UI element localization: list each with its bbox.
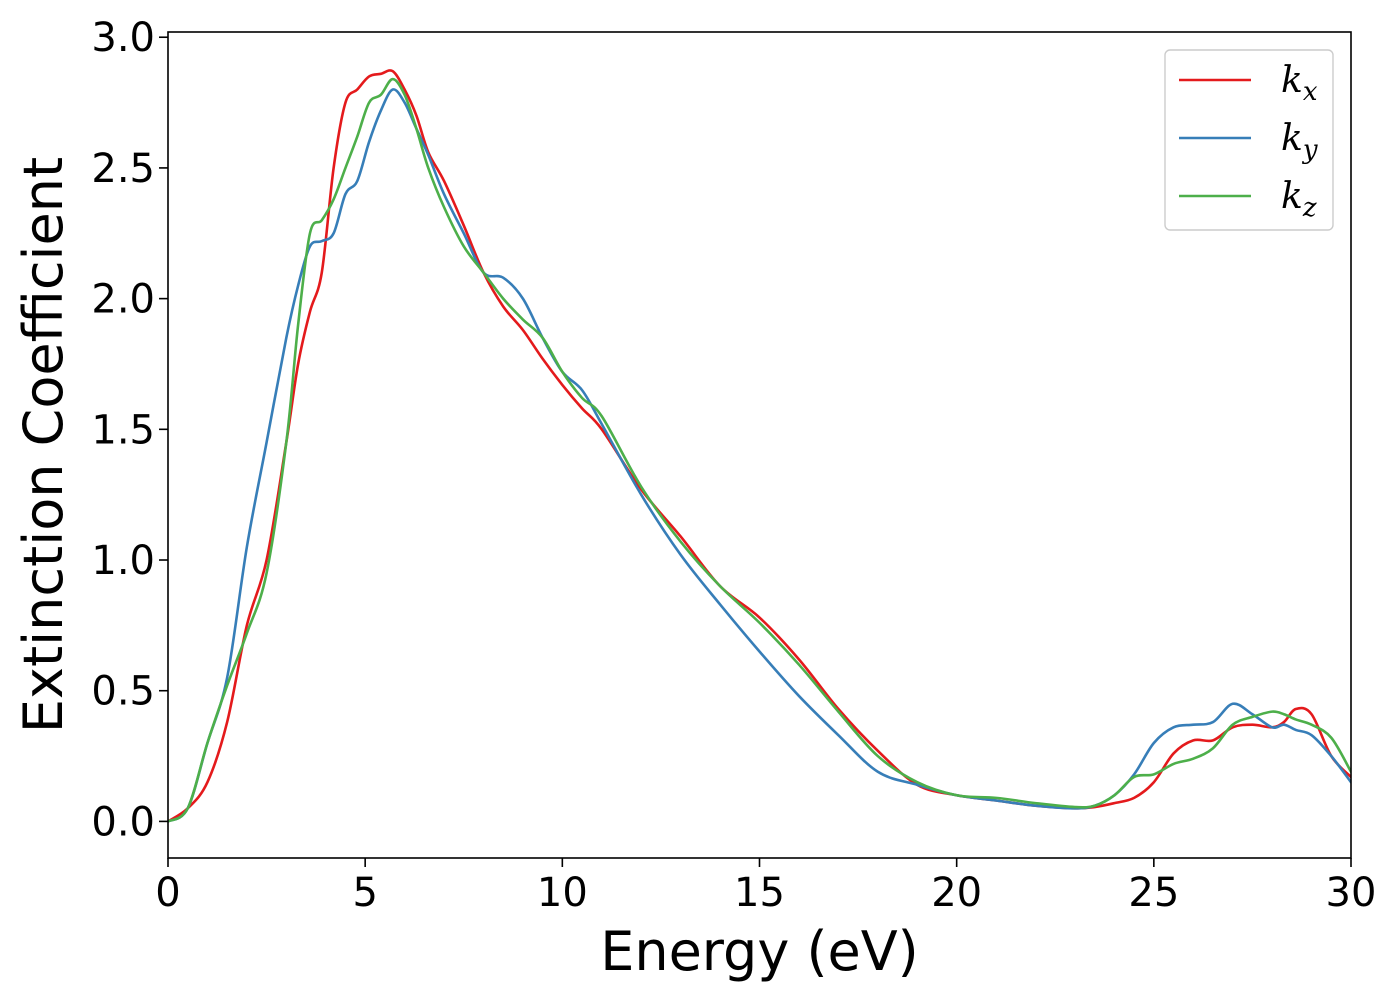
legend-label-ky: ky bbox=[1281, 118, 1318, 165]
y-axis-ticks: 0.0 0.5 1.0 1.5 2.0 2.5 3.0 bbox=[91, 15, 168, 845]
y-tick-label: 3.0 bbox=[91, 15, 155, 61]
x-tick-label: 25 bbox=[1128, 870, 1179, 916]
x-axis-label: Energy (eV) bbox=[600, 920, 919, 983]
y-tick-label: 1.0 bbox=[91, 538, 155, 584]
x-tick-label: 30 bbox=[1326, 870, 1377, 916]
series-line-kx bbox=[168, 69, 1351, 823]
x-axis-ticks: 0 5 10 15 20 25 30 bbox=[155, 858, 1376, 916]
y-tick-label: 2.0 bbox=[91, 277, 155, 323]
legend-label-kz: kz bbox=[1281, 176, 1317, 223]
x-tick-label: 5 bbox=[352, 870, 377, 916]
legend: kx ky kz bbox=[1164, 49, 1334, 231]
x-tick-label: 10 bbox=[537, 870, 588, 916]
y-tick-label: 0.0 bbox=[91, 799, 155, 845]
x-tick-label: 0 bbox=[155, 870, 180, 916]
y-tick-label: 2.5 bbox=[91, 146, 155, 192]
series-line-kz bbox=[168, 77, 1351, 823]
x-tick-label: 15 bbox=[734, 870, 785, 916]
x-tick-label: 20 bbox=[931, 870, 982, 916]
legend-label-kx: kx bbox=[1281, 60, 1318, 107]
plot-lines bbox=[168, 69, 1351, 823]
y-axis-label: Extinction Coefficient bbox=[12, 157, 75, 733]
legend-box bbox=[1164, 49, 1334, 231]
y-tick-label: 0.5 bbox=[91, 669, 155, 715]
y-tick-label: 1.5 bbox=[91, 407, 155, 453]
